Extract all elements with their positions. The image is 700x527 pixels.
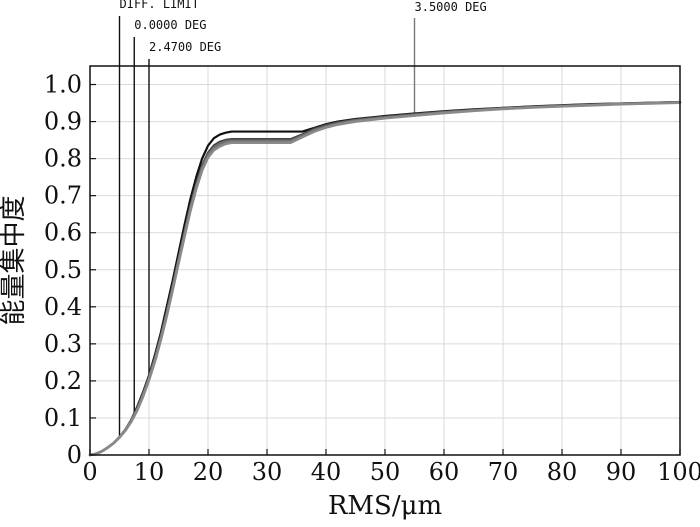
y-axis-title: 能量集中度: [0, 195, 29, 325]
x-tick-label-5: 50: [370, 458, 401, 486]
x-tick-label-1: 10: [134, 458, 165, 486]
annotation-label-0: DIFF. LIMIT: [120, 0, 199, 11]
annotation-label-3: 3.5000 DEG: [415, 0, 487, 14]
x-tick-label-2: 20: [193, 458, 224, 486]
x-tick-label-9: 90: [606, 458, 637, 486]
annotation-label-1: 0.0000 DEG: [134, 18, 206, 32]
x-tick-label-7: 70: [488, 458, 519, 486]
y-tick-label-3: 0.3: [44, 330, 82, 358]
series-layer: [88, 100, 682, 457]
annotation-label-2: 2.4700 DEG: [149, 40, 221, 54]
y-tick-label-2: 0.2: [44, 367, 82, 395]
x-tick-label-0: 0: [82, 458, 97, 486]
y-tick-label-8: 0.8: [44, 145, 82, 173]
x-tick-label-10: 100: [657, 458, 700, 486]
x-axis-title: RMS/μm: [328, 491, 442, 521]
y-tick-label-0: 0: [67, 441, 82, 469]
y-tick-label-1: 0.1: [44, 404, 82, 432]
y-tick-label-6: 0.6: [44, 219, 82, 247]
annotation-lines-layer: [118, 16, 416, 438]
y-tick-label-9: 0.9: [44, 108, 82, 136]
y-tick-label-10: 1.0: [44, 71, 82, 99]
x-tick-label-3: 30: [252, 458, 283, 486]
x-tick-label-8: 80: [547, 458, 578, 486]
y-tick-label-4: 0.4: [44, 293, 82, 321]
tick-label-layer: 0 10 20 30 40 50 60 70 80 90 10000.10.20.30.40.50.…: [44, 71, 700, 486]
y-tick-label-7: 0.7: [44, 182, 82, 210]
series-line-3: [88, 101, 682, 457]
annotation-label-layer: DIFF. LIMIT 0.0000 DEG 2.4700 DEG 3.5000 DE…: [120, 0, 487, 54]
x-tick-label-6: 60: [429, 458, 460, 486]
x-tick-label-4: 40: [311, 458, 342, 486]
y-tick-label-5: 0.5: [44, 256, 82, 284]
